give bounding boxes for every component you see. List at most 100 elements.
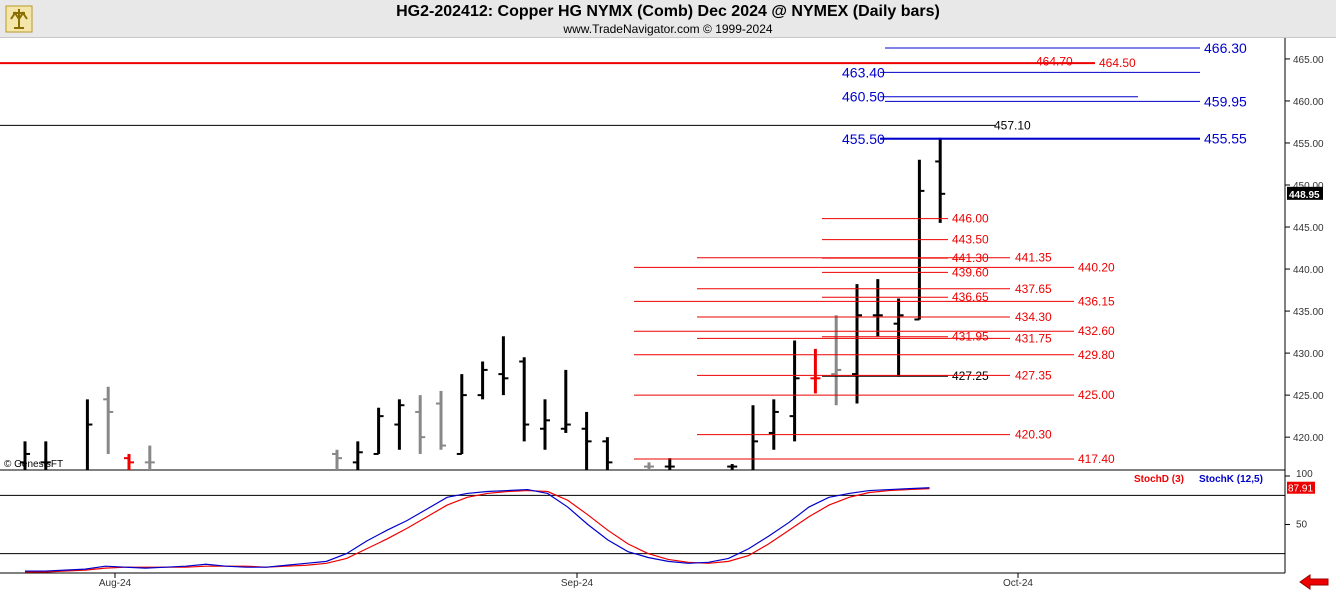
last-stochastic-badge bbox=[1287, 481, 1315, 494]
price-tick-label: 420.00 bbox=[1293, 433, 1324, 444]
ohlc-bar bbox=[103, 386, 114, 454]
stochastic-series bbox=[25, 487, 930, 573]
ohlc-bar bbox=[727, 464, 738, 470]
time-axis-ticks: Aug-24 Sep-24 Oct-24 bbox=[99, 573, 1033, 589]
stochastic-series-line bbox=[25, 487, 930, 572]
price-level-lines bbox=[0, 62, 1095, 126]
ohlc-bar bbox=[560, 369, 571, 433]
legend-stochk: StochK (12,5) bbox=[1199, 474, 1263, 485]
annotation-label: 434.30 bbox=[1015, 310, 1052, 324]
ohlc-bar bbox=[768, 399, 779, 450]
ohlc-bar bbox=[332, 449, 342, 470]
chart-subtitle: www.TradeNavigator.com © 1999-2024 bbox=[563, 22, 773, 36]
annotation-label: 420.30 bbox=[1015, 428, 1052, 442]
ohlc-bar bbox=[893, 298, 904, 377]
time-tick-label: Oct-24 bbox=[1003, 578, 1033, 589]
chart-title: HG2-202412: Copper HG NYMX (Comb) Dec 20… bbox=[396, 3, 940, 20]
price-annotations: 466.30 463.40 460.50 459.95 455.50 455.55 464.… bbox=[634, 40, 1247, 466]
annotation-label: 439.60 bbox=[952, 265, 989, 279]
annotation-label: 466.30 bbox=[1204, 40, 1247, 56]
annotation-label: 427.25 bbox=[952, 369, 989, 383]
price-plot-background bbox=[0, 38, 1285, 470]
stochastic-guide-lines bbox=[0, 494, 1285, 555]
annotation-label: 441.35 bbox=[1015, 251, 1052, 265]
price-tick-label: 445.00 bbox=[1293, 223, 1324, 234]
ohlc-bar bbox=[602, 437, 613, 470]
annotation-label: 463.40 bbox=[842, 64, 885, 80]
last-price-label: 448.95 bbox=[1289, 190, 1320, 201]
annotation-label: 437.65 bbox=[1015, 282, 1052, 296]
ohlc-bar bbox=[789, 340, 800, 442]
ohlc-bar bbox=[415, 395, 426, 454]
annotation-label: 436.15 bbox=[1078, 294, 1115, 308]
annotation-label: 464.50 bbox=[1099, 56, 1136, 70]
price-tick-label: 465.00 bbox=[1293, 55, 1324, 66]
ohlc-bar bbox=[810, 348, 821, 394]
price-tick-label: 450.00 bbox=[1293, 181, 1324, 192]
annotation-label: 431.75 bbox=[1015, 331, 1052, 345]
stochastic-axis-ticks: 50 100 87.91 bbox=[1285, 469, 1315, 531]
ohlc-bar bbox=[519, 357, 530, 442]
ohlc-bar bbox=[644, 462, 654, 470]
annotation-label: 455.55 bbox=[1204, 130, 1247, 146]
chart-header: HG2-202412: Copper HG NYMX (Comb) Dec 20… bbox=[0, 0, 1336, 38]
legend-stochd: StochD (3) bbox=[1134, 474, 1184, 485]
price-tick-label: 455.00 bbox=[1293, 139, 1324, 150]
time-tick-label: Sep-24 bbox=[561, 578, 594, 589]
price-tick-label: 460.00 bbox=[1293, 97, 1324, 108]
annotation-label: 417.40 bbox=[1078, 452, 1115, 466]
annotation-label: 446.00 bbox=[952, 212, 989, 226]
watermark: © GenesisFT bbox=[4, 459, 63, 470]
ohlc-bar bbox=[498, 336, 509, 396]
stochastic-panel: StochD (3) StochK (12,5) bbox=[0, 474, 1285, 574]
price-bars bbox=[20, 137, 946, 470]
price-tick-label: 430.00 bbox=[1293, 349, 1324, 360]
ohlc-bar bbox=[477, 361, 488, 400]
annotation-label: 443.50 bbox=[952, 233, 989, 247]
price-tick-label: 440.00 bbox=[1293, 265, 1324, 276]
annotation-label: 457.10 bbox=[994, 118, 1031, 132]
ohlc-bar bbox=[40, 441, 51, 470]
stochastic-series-line bbox=[25, 488, 930, 573]
ohlc-bar bbox=[664, 458, 675, 470]
annotation-label: 427.35 bbox=[1015, 368, 1052, 382]
ohlc-bar bbox=[581, 411, 592, 470]
ohlc-bar bbox=[352, 441, 363, 470]
annotation-label: 440.20 bbox=[1078, 260, 1115, 274]
trade-navigator-logo-icon bbox=[5, 5, 33, 33]
annotation-label: 431.95 bbox=[952, 330, 989, 344]
scroll-left-arrow-icon[interactable] bbox=[1298, 574, 1330, 590]
price-axis-ticks: 420.00 425.00 430.00 435.00 440.00 445.00 450.… bbox=[1285, 55, 1324, 444]
time-axis: Aug-24 Sep-24 Oct-24 bbox=[0, 573, 1285, 591]
price-axis: 420.00 425.00 430.00 435.00 440.00 445.00 450.… bbox=[1284, 38, 1324, 573]
ohlc-bar bbox=[831, 315, 842, 406]
annotation-label: 455.50 bbox=[842, 131, 885, 147]
last-stochastic-label: 87.91 bbox=[1288, 484, 1313, 495]
stochastic-tick-label: 100 bbox=[1296, 469, 1313, 480]
annotation-label: 429.80 bbox=[1078, 348, 1115, 362]
ohlc-bar bbox=[540, 399, 550, 450]
price-tick-label: 425.00 bbox=[1293, 391, 1324, 402]
price-tick-label: 435.00 bbox=[1293, 307, 1324, 318]
annotation-label: 460.50 bbox=[842, 89, 885, 105]
time-tick-label: Aug-24 bbox=[99, 578, 132, 589]
time-axis-background bbox=[0, 574, 1285, 591]
ohlc-bar bbox=[124, 453, 134, 470]
annotation-label: 464.70 bbox=[1036, 54, 1073, 68]
annotation-label: 432.60 bbox=[1078, 324, 1115, 338]
ohlc-bar bbox=[20, 441, 30, 470]
ohlc-bar bbox=[436, 390, 446, 450]
price-panel: 466.30 463.40 460.50 459.95 455.50 455.55 464.… bbox=[0, 38, 1285, 471]
last-price-badge bbox=[1287, 186, 1323, 200]
ohlc-bar bbox=[456, 374, 467, 455]
annotation-label: 459.95 bbox=[1204, 93, 1247, 109]
ohlc-bar bbox=[373, 407, 384, 455]
ohlc-bar bbox=[85, 399, 93, 470]
ohlc-bar bbox=[935, 137, 946, 223]
annotation-label: 425.00 bbox=[1078, 388, 1115, 402]
ohlc-bar bbox=[852, 284, 862, 404]
annotation-label: 436.65 bbox=[952, 290, 989, 304]
stochastic-tick-label: 50 bbox=[1296, 520, 1308, 531]
ohlc-bar bbox=[144, 445, 155, 470]
